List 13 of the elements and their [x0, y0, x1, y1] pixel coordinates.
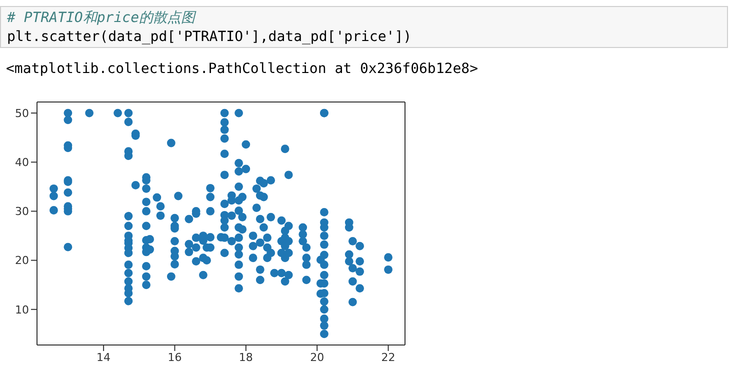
text: # PTRATIO和price的散点图: [7, 9, 198, 28]
text: <matplotlib.collections.PathCollection at 0x236f06b12e8>: [6, 61, 478, 77]
text: plt.scatter(data_pd['PTRATIO'],data_pd['price']): [7, 28, 413, 47]
y-tick-label: 50: [15, 106, 29, 120]
x-tick-label: 18: [238, 350, 253, 364]
x-tick-label: 20: [310, 350, 324, 364]
x-tick-label: 16: [168, 350, 182, 364]
x-tick-label: 14: [96, 350, 111, 364]
y-tick-label: 40: [15, 156, 29, 170]
x-tick-label: 22: [381, 350, 396, 364]
y-tick-label: 30: [15, 205, 29, 218]
y-tick-label: 10: [15, 303, 29, 316]
y-tick-label: 20: [15, 254, 29, 268]
